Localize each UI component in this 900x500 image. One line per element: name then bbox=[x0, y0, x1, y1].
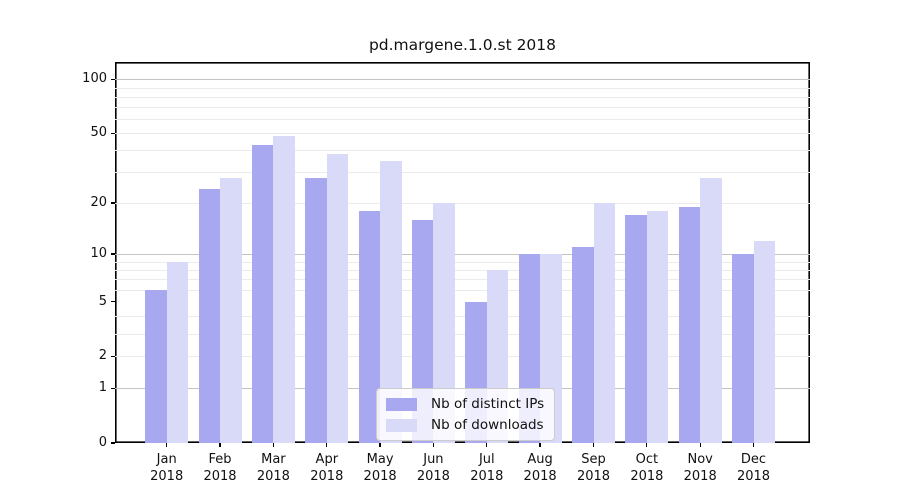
x-tick-label: Jul 2018 bbox=[452, 451, 522, 485]
bar-downloads bbox=[326, 154, 349, 443]
bar-downloads bbox=[166, 261, 189, 443]
bar-distinct-ips bbox=[145, 289, 167, 443]
bar-downloads bbox=[753, 240, 776, 443]
x-tick-mark bbox=[432, 443, 435, 447]
x-tick-label: Aug 2018 bbox=[505, 451, 575, 485]
legend-swatch-downloads bbox=[386, 418, 417, 432]
y-tick-label: 5 bbox=[98, 293, 107, 309]
bar-downloads bbox=[433, 203, 455, 443]
x-tick-mark bbox=[539, 443, 541, 447]
y-tick-mark bbox=[111, 301, 115, 303]
bar-distinct-ips bbox=[411, 219, 434, 443]
y-tick-label: 1 bbox=[98, 380, 107, 396]
x-tick-mark bbox=[379, 443, 381, 447]
y-tick-label: 100 bbox=[82, 71, 107, 87]
gridline-minor bbox=[115, 356, 810, 358]
x-tick-year: 2018 bbox=[256, 469, 290, 484]
x-tick-year: 2018 bbox=[363, 469, 397, 484]
gridline-minor bbox=[115, 279, 810, 281]
bar-distinct-ips bbox=[572, 247, 594, 443]
y-tick-mark bbox=[111, 132, 115, 134]
gridline-minor bbox=[115, 333, 810, 335]
gridline-minor bbox=[115, 107, 810, 109]
y-tick-mark bbox=[111, 253, 115, 255]
gridline-minor bbox=[115, 261, 810, 263]
legend: Nb of distinct IPs Nb of downloads bbox=[376, 388, 556, 441]
gridline-minor bbox=[115, 133, 810, 135]
x-tick-year: 2018 bbox=[203, 469, 237, 484]
x-tick-label: Jun 2018 bbox=[398, 451, 468, 485]
legend-item-downloads: Nb of downloads bbox=[386, 417, 544, 433]
bar-distinct-ips bbox=[305, 177, 327, 443]
x-tick-mark bbox=[326, 443, 328, 447]
bar-downloads bbox=[700, 177, 722, 443]
bar-downloads bbox=[646, 211, 669, 443]
gridline-minor bbox=[115, 87, 810, 89]
plot-area: Nb of distinct IPs Nb of downloads bbox=[115, 62, 810, 443]
bar-downloads bbox=[593, 203, 615, 443]
y-tick-mark bbox=[111, 442, 115, 444]
legend-label-distinct-ips: Nb of distinct IPs bbox=[431, 396, 545, 412]
bar-distinct-ips bbox=[625, 215, 647, 443]
x-tick-mark bbox=[699, 443, 701, 447]
gridline-minor bbox=[115, 289, 810, 291]
gridline-minor bbox=[115, 172, 810, 174]
y-tick-label: 50 bbox=[90, 125, 107, 141]
x-tick-label: Apr 2018 bbox=[292, 451, 362, 485]
bar-distinct-ips bbox=[251, 144, 274, 443]
y-tick-label: 10 bbox=[90, 246, 107, 261]
chart-title: pd.margene.1.0.st 2018 bbox=[368, 36, 557, 54]
gridline-minor bbox=[115, 203, 810, 205]
x-tick-year: 2018 bbox=[630, 469, 664, 484]
gridline-minor bbox=[115, 119, 810, 120]
legend-swatch-distinct-ips bbox=[386, 397, 417, 411]
y-tick-label: 2 bbox=[98, 348, 107, 364]
x-tick-label: May 2018 bbox=[345, 451, 415, 485]
x-tick-year: 2018 bbox=[736, 469, 771, 484]
x-tick-label: Nov 2018 bbox=[665, 451, 735, 485]
x-tick-label: Oct 2018 bbox=[612, 451, 682, 485]
x-tick-mark bbox=[752, 443, 755, 447]
x-tick-year: 2018 bbox=[576, 469, 611, 484]
y-tick-label: 20 bbox=[90, 195, 107, 211]
x-tick-mark bbox=[486, 443, 488, 447]
bar-downloads bbox=[220, 177, 242, 443]
x-tick-label: Sep 2018 bbox=[559, 451, 629, 485]
x-tick-label: Feb 2018 bbox=[185, 451, 255, 485]
x-tick-mark bbox=[272, 443, 275, 447]
gridline-minor bbox=[115, 150, 810, 152]
x-tick-year: 2018 bbox=[310, 469, 344, 484]
x-tick-label: Dec 2018 bbox=[719, 451, 789, 485]
x-tick-year: 2018 bbox=[523, 469, 557, 484]
y-tick-mark bbox=[111, 78, 115, 80]
y-tick-mark bbox=[111, 202, 115, 204]
gridline-minor bbox=[115, 269, 810, 271]
bar-distinct-ips bbox=[678, 206, 701, 443]
y-tick-mark bbox=[111, 355, 115, 358]
legend-label-downloads: Nb of downloads bbox=[431, 417, 544, 433]
x-tick-label: Mar 2018 bbox=[238, 451, 308, 485]
x-tick-mark bbox=[219, 443, 221, 447]
gridline-minor bbox=[115, 96, 810, 98]
x-tick-year: 2018 bbox=[470, 469, 504, 484]
x-tick-year: 2018 bbox=[150, 469, 184, 484]
x-tick-year: 2018 bbox=[416, 469, 450, 484]
bar-distinct-ips bbox=[732, 254, 754, 443]
x-tick-mark bbox=[646, 443, 648, 447]
bar-distinct-ips bbox=[198, 189, 221, 443]
bar-downloads bbox=[380, 160, 402, 443]
y-tick-label: 0 bbox=[98, 435, 107, 450]
x-tick-year: 2018 bbox=[683, 469, 717, 484]
y-tick-mark bbox=[111, 387, 115, 390]
bar-downloads bbox=[273, 136, 295, 443]
gridline-major bbox=[115, 79, 810, 81]
x-tick-mark bbox=[592, 443, 595, 447]
x-tick-mark bbox=[166, 443, 168, 447]
x-tick-label: Jan 2018 bbox=[132, 451, 202, 485]
gridline-minor bbox=[115, 316, 810, 318]
gridline-major bbox=[115, 254, 810, 255]
legend-item-distinct-ips: Nb of distinct IPs bbox=[386, 396, 544, 412]
bar-distinct-ips bbox=[358, 211, 381, 443]
